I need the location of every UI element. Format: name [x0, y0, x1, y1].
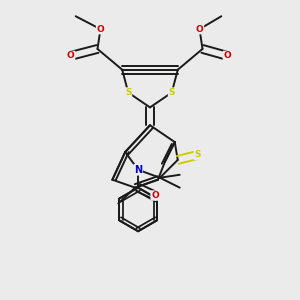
Text: O: O: [97, 25, 104, 34]
Text: S: S: [169, 88, 175, 97]
Text: O: O: [67, 51, 75, 60]
Text: O: O: [224, 51, 231, 60]
Text: S: S: [194, 151, 201, 160]
Text: S: S: [125, 88, 131, 97]
Text: O: O: [196, 25, 203, 34]
Text: O: O: [151, 191, 159, 200]
Text: N: N: [134, 165, 142, 175]
